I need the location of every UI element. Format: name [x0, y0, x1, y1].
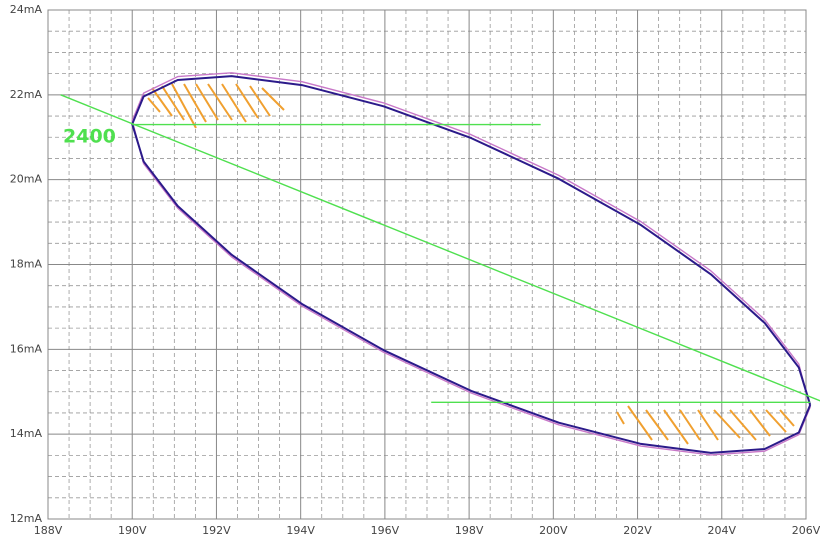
series-line: [131, 72, 811, 456]
annotation: 2400: [63, 126, 116, 148]
x-tick-label: 202V: [623, 524, 652, 537]
y-tick-label: 18mA: [10, 258, 43, 271]
x-tick-label: 190V: [118, 524, 147, 537]
x-tick-label: 192V: [202, 524, 231, 537]
x-tick-label: 194V: [286, 524, 315, 537]
x-tick-label: 198V: [455, 524, 484, 537]
series-line: [60, 94, 820, 402]
y-tick-label: 22mA: [10, 88, 43, 101]
plot: [60, 72, 820, 456]
hatch-lower: [616, 405, 795, 445]
x-tick-label: 204V: [708, 524, 737, 537]
y-tick-label: 14mA: [10, 427, 43, 440]
y-tick-label: 24mA: [10, 3, 43, 16]
y-tick-label: 16mA: [10, 342, 43, 355]
y-tick-label: 20mA: [10, 173, 43, 186]
x-tick-label: 188V: [34, 524, 63, 537]
y-tick-label: 12mA: [10, 512, 43, 525]
hatch-upper: [147, 83, 285, 129]
x-tick-label: 200V: [539, 524, 568, 537]
grid: [47, 9, 807, 520]
x-tick-label: 206V: [792, 524, 820, 537]
plot-frame: [47, 9, 807, 520]
x-tick-label: 196V: [371, 524, 400, 537]
